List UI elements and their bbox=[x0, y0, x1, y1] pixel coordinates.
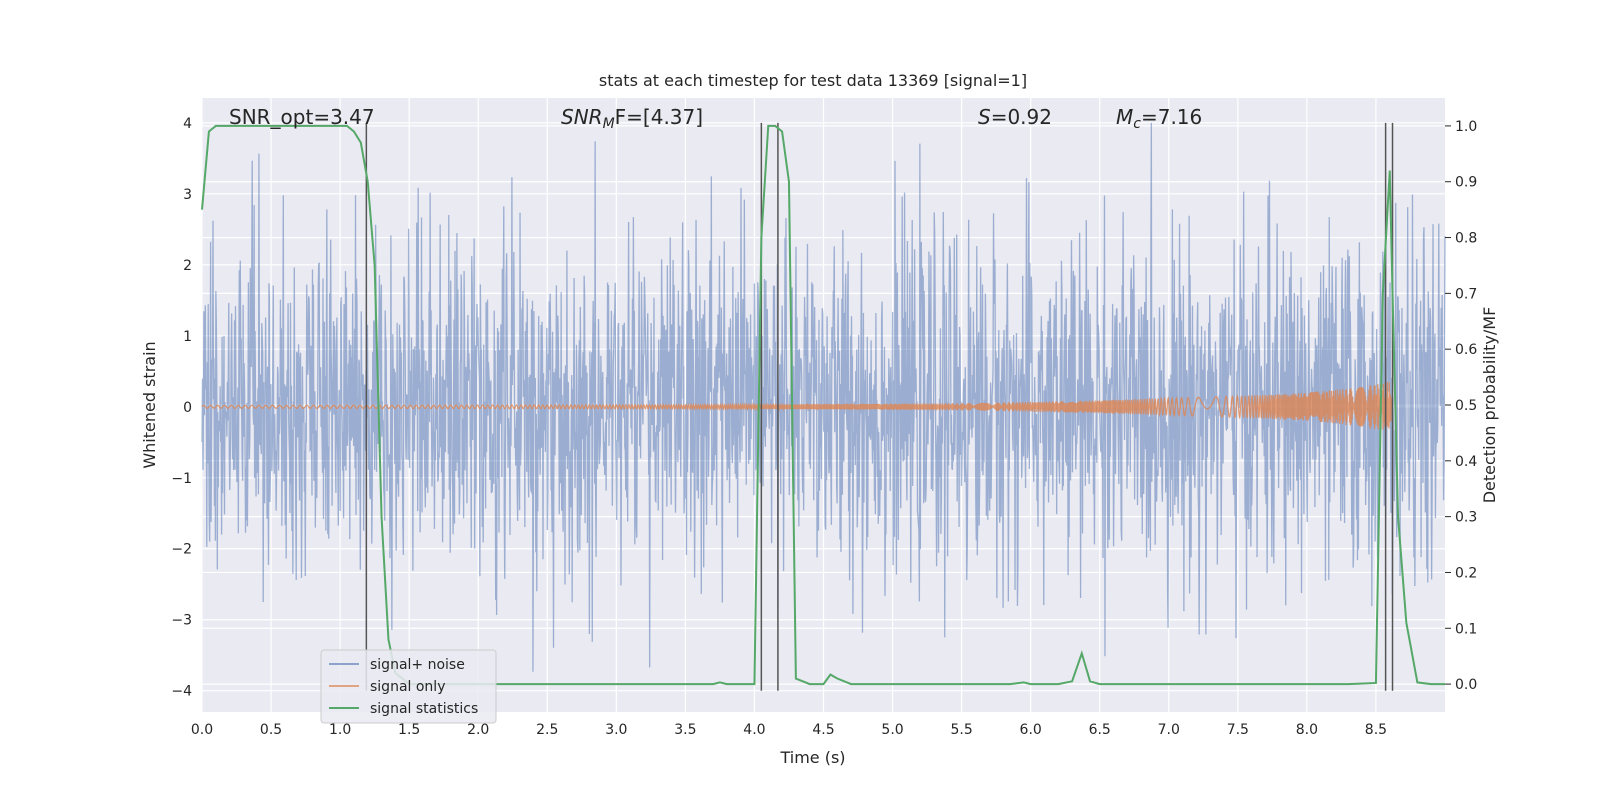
y-right-tick-label: 0.2 bbox=[1455, 565, 1477, 581]
y-right-tick-label: 1.0 bbox=[1455, 119, 1477, 135]
y-left-tick-label: −4 bbox=[171, 684, 192, 700]
x-tick-label: 8.5 bbox=[1365, 722, 1387, 738]
s-rest: =0.92 bbox=[991, 105, 1052, 129]
y-left-tick-label: −2 bbox=[171, 542, 192, 558]
legend-item-signal-statistics-label: signal statistics bbox=[370, 701, 478, 717]
s-annotation: S=0.92 bbox=[978, 105, 1052, 129]
x-tick-label: 4.5 bbox=[812, 722, 834, 738]
x-axis-label: Time (s) bbox=[779, 748, 845, 767]
x-tick-label: 2.5 bbox=[536, 722, 558, 738]
legend-item-signal-noise-label: signal+ noise bbox=[370, 657, 465, 673]
x-tick-label: 1.0 bbox=[329, 722, 351, 738]
mc-rest: =7.16 bbox=[1141, 105, 1202, 129]
legend-box bbox=[320, 649, 497, 724]
x-tick-label: 1.5 bbox=[398, 722, 420, 738]
series-signal-only-line bbox=[201, 382, 1394, 430]
y-axis-label-right: Detection probability/MF bbox=[1480, 307, 1499, 504]
chart-title: stats at each timestep for test data 133… bbox=[599, 71, 1027, 90]
x-tick-label: 2.0 bbox=[467, 722, 489, 738]
x-tick-label: 0.0 bbox=[191, 722, 213, 738]
x-tick-label: 5.5 bbox=[950, 722, 972, 738]
x-tick-label: 6.5 bbox=[1089, 722, 1111, 738]
legend-item-signal-only-label: signal only bbox=[370, 679, 445, 695]
y-right-tick-label: 0.3 bbox=[1455, 510, 1477, 526]
y-right-tick-label: 0.1 bbox=[1455, 621, 1477, 637]
y-right-tick-label: 0.5 bbox=[1455, 398, 1477, 414]
y-left-tick-label: 4 bbox=[183, 116, 192, 132]
mc-annotation: Mc=7.16 bbox=[1116, 105, 1202, 132]
series-signal-noise-line bbox=[201, 122, 1446, 672]
y-right-tick-label: 0.7 bbox=[1455, 286, 1477, 302]
x-tick-label: 4.0 bbox=[743, 722, 765, 738]
snr-mf-rest: F=[4.37] bbox=[615, 105, 703, 129]
y-left-tick-label: 2 bbox=[183, 258, 192, 274]
y-right-tick-label: 0.4 bbox=[1455, 454, 1477, 470]
y-left-tick-label: 3 bbox=[183, 187, 192, 203]
s-var: S bbox=[978, 105, 991, 129]
x-tick-label: 7.5 bbox=[1227, 722, 1249, 738]
y-axis-label-left: Whitened strain bbox=[140, 341, 159, 468]
y-left-tick-label: 1 bbox=[183, 329, 192, 345]
y-left-tick-label: 0 bbox=[183, 400, 192, 416]
snr-opt-annotation: SNR_opt=3.47 bbox=[229, 105, 375, 129]
mc-sub: c bbox=[1133, 116, 1141, 132]
x-tick-label: 0.5 bbox=[260, 722, 282, 738]
y-right-tick-label: 0.8 bbox=[1455, 231, 1477, 247]
x-tick-label: 5.0 bbox=[881, 722, 903, 738]
y-right-tick-label: 0.0 bbox=[1455, 677, 1477, 693]
series-signal-statistics-line bbox=[201, 124, 1445, 686]
x-tick-label: 3.0 bbox=[605, 722, 627, 738]
x-tick-label: 7.0 bbox=[1158, 722, 1180, 738]
snr-mf-annotation: SNRMF=[4.37] bbox=[561, 105, 703, 132]
y-right-tick-label: 0.6 bbox=[1455, 342, 1477, 358]
snr-mf-base: SNR bbox=[561, 105, 603, 129]
y-left-tick-label: −1 bbox=[171, 471, 192, 487]
x-tick-label: 3.5 bbox=[674, 722, 696, 738]
x-tick-label: 8.0 bbox=[1296, 722, 1318, 738]
y-left-tick-label: −3 bbox=[171, 613, 192, 629]
x-tick-label: 6.0 bbox=[1020, 722, 1042, 738]
mc-base: M bbox=[1116, 105, 1133, 129]
snr-mf-sub: M bbox=[603, 116, 615, 132]
y-right-tick-label: 0.9 bbox=[1455, 175, 1477, 191]
